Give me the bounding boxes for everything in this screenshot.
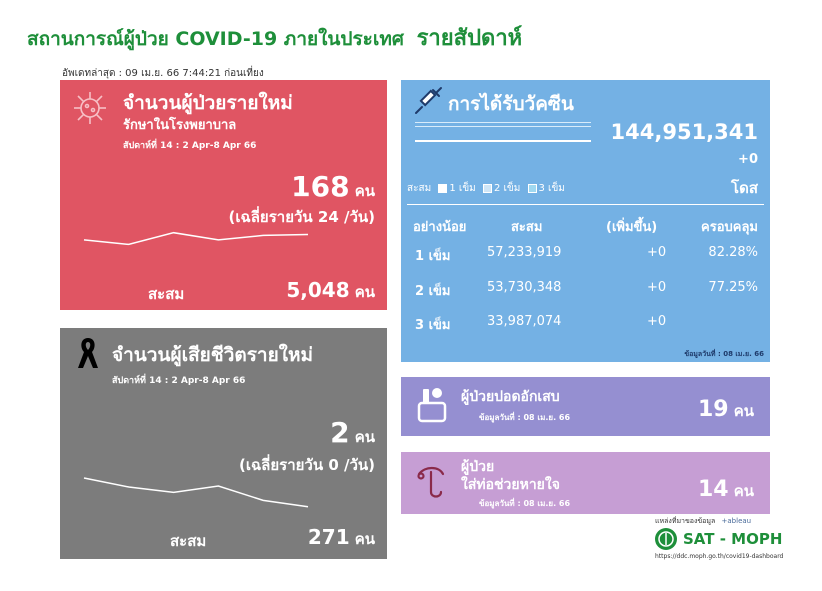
row-cumulative: 33,987,074 [487,314,562,329]
pneumonia-card[interactable]: ผู้ป่วยปอดอักเสบ ข้อมูลวันที่ : 08 เม.ย.… [401,377,770,436]
legend-label-1: 1 เข็ม [449,183,476,194]
deaths-cumulative-row: 271 คน [308,525,375,551]
new-cases-cumulative-row: 5,048 คน [286,278,375,304]
deaths-cumulative-value: 271 [307,525,350,549]
moph-logo: SAT - MOPH [655,528,782,550]
vaccine-total: 144,951,341 [610,120,758,144]
pneumonia-title: ผู้ป่วยปอดอักเสบ [461,389,560,405]
vaccine-delta: +0 [738,152,758,167]
moph-logo-text: SAT - MOPH [683,530,783,548]
deaths-card[interactable]: จำนวนผู้เสียชีวิตรายใหม่ สัปดาห์ที่ 14 :… [60,328,387,559]
new-cases-week: สัปดาห์ที่ 14 : 2 Apr-8 Apr 66 [123,141,257,151]
ventilator-count-row: 14 คน [698,477,754,503]
row-dose: 2 เข็ม [415,284,451,299]
pneumonia-unit: คน [733,402,754,420]
deaths-unit: คน [354,428,375,446]
vaccine-dose-unit: โดส [731,179,758,197]
patient-icon [417,388,447,423]
new-cases-cumulative-unit: คน [354,283,375,301]
vaccine-title: การได้รับวัคซีน [448,93,574,115]
virus-icon [74,92,106,124]
row-cumulative: 53,730,348 [487,280,562,295]
tableau-logo: +ableau [721,517,752,525]
row-coverage: 82.28% [708,245,758,260]
last-updated: อัพเดทล่าสุด : 09 เม.ย. 66 7:44:21 ก่อนเ… [62,68,264,79]
new-cases-daily-avg: (เฉลี่ยรายวัน 24 /วัน) [228,208,375,226]
row-coverage: 77.25% [708,280,758,295]
data-source-label: แหล่งที่มาของข้อมูล [655,517,716,525]
pneumonia-data-date: ข้อมูลวันที่ : 08 เม.ย. 66 [479,413,571,422]
deaths-week: สัปดาห์ที่ 14 : 2 Apr-8 Apr 66 [112,376,246,386]
table-header-cumulative: สะสม [511,220,543,235]
deaths-count-row: 2 คน [330,416,375,449]
deaths-sparkline [83,477,309,508]
legend-swatch-2 [482,183,492,193]
deaths-count: 2 [330,416,350,449]
row-increase: +0 [647,245,667,260]
deaths-cumulative-unit: คน [354,530,375,548]
ventilator-data-date: ข้อมูลวันที่ : 08 เม.ย. 66 [479,499,571,508]
table-header-coverage: ครอบคลุม [701,220,758,235]
deaths-cumulative-label: สะสม [170,532,207,550]
row-increase: +0 [647,280,667,295]
deaths-title: จำนวนผู้เสียชีวิตรายใหม่ [112,344,314,366]
ventilator-title-line2: ใส่ท่อช่วยหายใจ [461,477,560,493]
ventilator-unit: คน [733,482,754,500]
source-url[interactable]: https://ddc.moph.go.th/covid19-dashboard [655,553,784,560]
ventilator-icon [417,466,445,498]
black-ribbon-icon [78,338,98,368]
new-cases-unit: คน [354,182,375,200]
deaths-daily-avg: (เฉลี่ยรายวัน 0 /วัน) [238,456,375,474]
new-cases-sparkline [83,231,309,246]
table-header-increase: (เพิ่มขึ้น) [606,220,658,235]
row-increase: +0 [647,314,667,329]
vaccine-divider [407,204,764,205]
vaccine-bar-2 [415,126,591,127]
vaccine-bar-1 [415,122,591,123]
page-title: สถานการณ์ผู้ป่วย COVID-19 ภายในประเทศ รา… [27,20,522,55]
syringe-icon [415,87,442,114]
ventilator-title-line1: ผู้ป่วย [461,459,495,475]
data-source: แหล่งที่มาของข้อมูล +ableau [655,516,751,527]
legend-label-3: 3 เข็ม [538,183,565,194]
vaccine-legend: สะสม 1 เข็ม 2 เข็ม 3 เข็ม [407,181,565,196]
pneumonia-count-row: 19 คน [698,397,754,423]
vaccine-data-date: ข้อมูลวันที่ : 08 เม.ย. 66 [684,350,764,358]
ventilator-count: 14 [697,477,729,502]
vaccine-card[interactable]: การได้รับวัคซีน 144,951,341 +0 โดส สะสม … [401,80,770,362]
row-dose: 3 เข็ม [415,318,451,333]
page-title-text: สถานการณ์ผู้ป่วย COVID-19 ภายในประเทศ [27,28,404,50]
new-cases-cumulative-value: 5,048 [286,278,350,302]
legend-swatch-3 [527,183,537,193]
pneumonia-count: 19 [697,397,729,422]
legend-label-2: 2 เข็ม [493,183,521,194]
vaccine-legend-label: สะสม [407,183,432,194]
vaccine-bar-3 [415,140,591,142]
table-header-dose: อย่างน้อย [413,220,467,235]
new-cases-count-row: 168 คน [291,170,375,203]
new-cases-card[interactable]: จำนวนผู้ป่วยรายใหม่ รักษาในโรงพยาบาล สัป… [60,80,387,310]
new-cases-title: จำนวนผู้ป่วยรายใหม่ [123,92,293,114]
new-cases-subtitle: รักษาในโรงพยาบาล [123,118,237,133]
ventilator-card[interactable]: ผู้ป่วย ใส่ท่อช่วยหายใจ ข้อมูลวันที่ : 0… [401,452,770,514]
moph-emblem-icon [655,528,677,550]
new-cases-count: 168 [291,170,350,203]
new-cases-cumulative-label: สะสม [148,285,185,303]
page-title-emphasis: รายสัปดาห์ [416,26,523,51]
row-cumulative: 57,233,919 [487,245,562,260]
legend-swatch-1 [438,183,448,193]
row-dose: 1 เข็ม [415,249,451,264]
